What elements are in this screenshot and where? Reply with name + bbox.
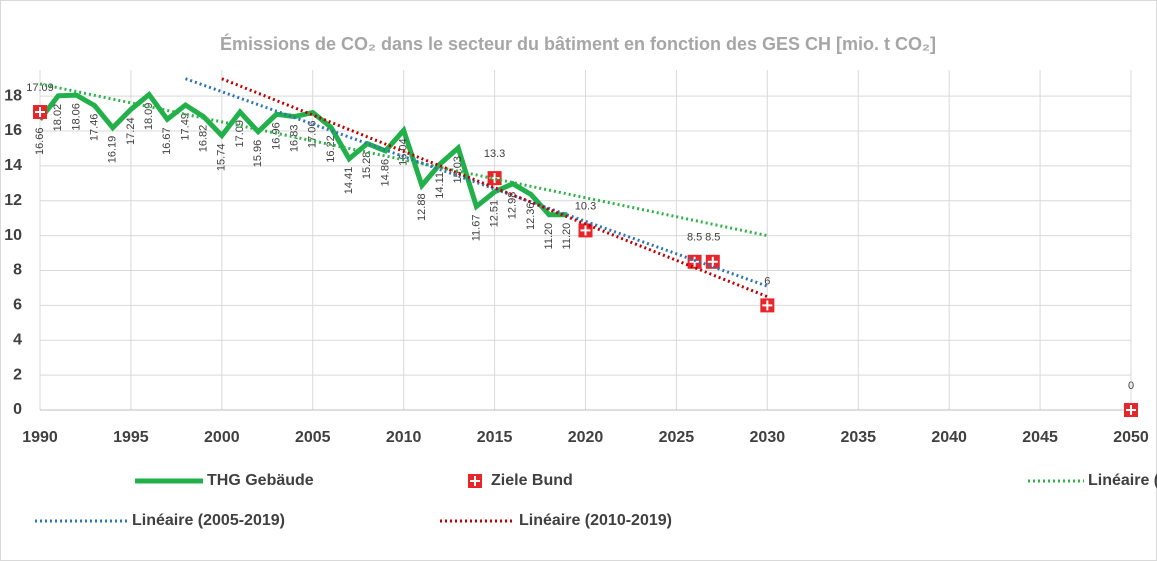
data-label: 12.88	[416, 193, 428, 221]
legend-marker	[468, 474, 482, 488]
y-tick-label: 18	[4, 87, 22, 104]
data-label: 17.49	[179, 113, 191, 141]
y-tick-label: 4	[13, 331, 22, 348]
y-tick-label: 14	[4, 157, 22, 174]
chart-title: Émissions de CO₂ dans le secteur du bâti…	[220, 33, 936, 54]
y-tick-label: 16	[4, 122, 22, 139]
legend-label: THG Gebäude	[207, 472, 314, 489]
data-label: 11.67	[470, 215, 482, 242]
x-tick-label: 2020	[568, 429, 604, 446]
y-tick-label: 8	[13, 262, 22, 279]
data-label: 14.86	[379, 159, 391, 187]
data-label: 16.96	[270, 122, 282, 150]
data-label: 17.09	[234, 120, 246, 148]
target-marker	[1124, 403, 1138, 417]
target-marker	[33, 105, 47, 120]
target-marker	[705, 254, 720, 269]
trend-line	[39, 82, 768, 238]
data-label: 12.36	[525, 202, 537, 230]
y-tick-label: 6	[13, 297, 22, 314]
x-tick-label: 2005	[295, 429, 331, 446]
data-label: 17.09	[26, 82, 54, 94]
data-label: 12.98	[507, 192, 519, 220]
data-label: 16.67	[161, 127, 173, 155]
data-label: 15.74	[216, 144, 228, 172]
y-tick-label: 2	[13, 366, 22, 383]
legend-label: Linéaire (2010-2019)	[519, 512, 672, 529]
data-label: 16.66	[34, 128, 46, 156]
x-tick-label: 2035	[840, 429, 876, 446]
data-label: 13.3	[484, 148, 505, 160]
y-tick-label: 0	[13, 401, 22, 418]
data-line	[38, 90, 568, 218]
x-tick-label: 2015	[477, 429, 513, 446]
data-label: 18.06	[70, 103, 82, 131]
data-label: 18.09	[143, 103, 155, 131]
x-tick-label: 2030	[750, 429, 786, 446]
x-tick-label: 2000	[204, 429, 240, 446]
legend-label: Linéaire (THG Gebäude)	[1088, 472, 1157, 489]
data-label: 16.22	[325, 135, 337, 163]
x-tick-label: 1990	[22, 429, 58, 446]
target-marker	[487, 171, 502, 186]
legend-label: Ziele Bund	[491, 472, 573, 489]
data-label: 15.96	[252, 140, 264, 168]
data-label: 12.51	[488, 200, 500, 228]
x-tick-label: 2040	[931, 429, 967, 446]
data-label: 11.20	[543, 223, 555, 250]
x-tick-label: 1995	[113, 429, 149, 446]
data-label: 17.24	[125, 117, 137, 145]
data-label: 14.11	[434, 172, 446, 199]
data-label: 8.5	[687, 232, 702, 244]
data-label: 14.41	[343, 167, 355, 195]
x-tick-label: 2045	[1022, 429, 1058, 446]
x-tick-label: 2025	[659, 429, 695, 446]
data-label: 6	[764, 275, 770, 287]
legend-label: Linéaire (2005-2019)	[132, 512, 285, 529]
data-label: 17.46	[88, 114, 100, 142]
y-tick-label: 10	[4, 227, 22, 244]
data-label: 15.28	[361, 152, 373, 180]
target-marker	[760, 298, 775, 313]
x-tick-label: 2010	[386, 429, 422, 446]
data-label: 16.19	[107, 136, 119, 164]
data-label: 11.20	[561, 223, 573, 250]
data-label: 18.02	[52, 104, 64, 132]
y-tick-label: 12	[4, 192, 22, 209]
data-label: 8.5	[705, 232, 720, 244]
x-tick-label: 2050	[1113, 429, 1149, 446]
data-label: 0	[1128, 380, 1134, 392]
data-label: 16.82	[198, 125, 210, 153]
data-label: 10.3	[575, 200, 596, 212]
